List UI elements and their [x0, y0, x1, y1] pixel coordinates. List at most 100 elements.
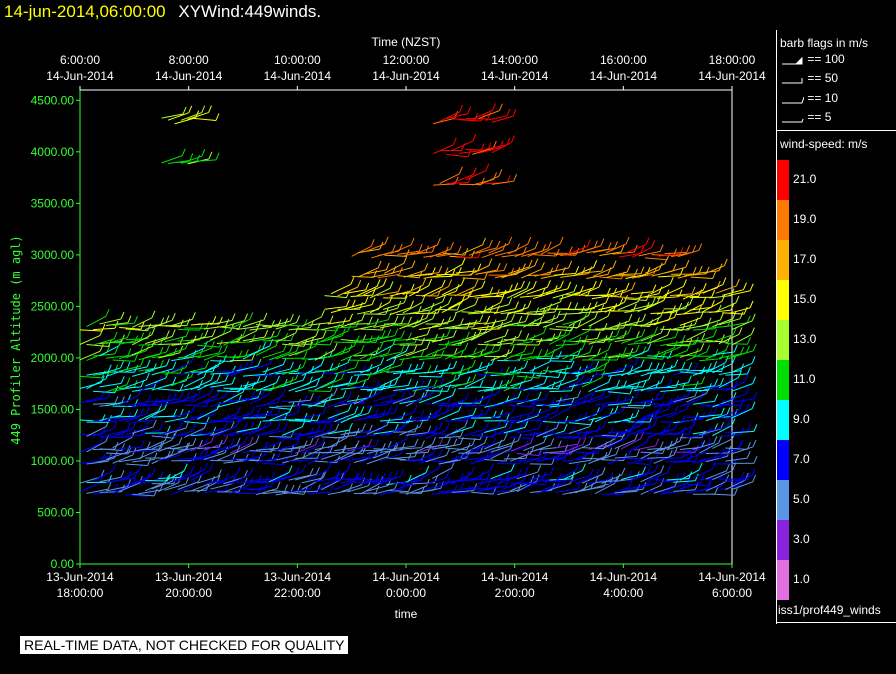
- wind-barb: [80, 335, 100, 344]
- wind-barb-flag: [369, 364, 372, 371]
- wind-barb-flag: [135, 409, 138, 416]
- wind-barb-flag: [256, 436, 259, 443]
- wind-barb: [458, 438, 480, 440]
- wind-barb-flag: [511, 136, 514, 143]
- wind-barb-flag: [447, 329, 450, 336]
- wind-barb: [439, 437, 461, 438]
- wind-barb-flag: [265, 411, 268, 418]
- wind-barb: [491, 343, 513, 345]
- wind-barb-flag: [480, 380, 483, 387]
- wind-barb: [725, 343, 747, 344]
- wind-barb-flag: [630, 413, 633, 420]
- wind-barb-flag: [615, 241, 618, 248]
- wind-barb: [442, 285, 462, 295]
- wind-barb-flag: [453, 330, 456, 337]
- wind-barb-flag: [115, 365, 118, 372]
- wind-barb: [549, 453, 571, 454]
- top-tick-label-date: 14-Jun-2014: [481, 69, 549, 83]
- wind-barb-flag: [642, 467, 645, 474]
- wind-barb-flag: [152, 311, 155, 318]
- wind-barb-flag: [654, 419, 657, 426]
- wind-barb: [315, 478, 337, 482]
- wind-barb: [399, 481, 421, 484]
- wind-barb-flag: [408, 364, 411, 371]
- wind-barb-flag: [511, 345, 514, 352]
- wind-barb-flag: [365, 296, 368, 303]
- wind-barb-flag: [568, 302, 571, 309]
- wind-barb-flag: [127, 423, 130, 430]
- wind-barb: [393, 457, 415, 459]
- wind-barb-flag: [499, 104, 502, 111]
- wind-barb-flag: [385, 237, 388, 244]
- wind-barb-flag: [669, 379, 672, 386]
- wind-barb-flag: [146, 421, 149, 428]
- wind-barb-flag: [603, 421, 606, 428]
- wind-barb: [341, 352, 361, 361]
- wind-barb-flag: [483, 238, 486, 245]
- wind-barb-flag: [486, 422, 489, 429]
- wind-barb-flag: [643, 314, 646, 321]
- wind-barb-flag: [141, 359, 144, 366]
- wind-barb: [699, 359, 721, 361]
- wind-barb-flag: [596, 361, 599, 368]
- wind-barb-flag: [284, 423, 287, 430]
- wind-barb-flag: [606, 296, 609, 303]
- wind-barb: [165, 418, 187, 422]
- wind-barb: [367, 404, 389, 406]
- wind-barb-flag: [660, 442, 663, 449]
- wind-barb-flag: [401, 316, 404, 323]
- wind-barb-flag: [290, 345, 293, 352]
- wind-barb-flag: [265, 330, 268, 337]
- wind-barb-flag: [148, 324, 151, 331]
- wind-barb: [165, 450, 185, 458]
- wind-barb-flag: [660, 244, 663, 251]
- wind-barb-flag: [366, 283, 369, 290]
- wind-barb-flag: [590, 361, 593, 368]
- speed-label: 17.0: [793, 252, 816, 266]
- wind-barb-flag: [589, 438, 592, 445]
- wind-barb-flag: [216, 153, 219, 160]
- wind-barb-flag: [278, 329, 281, 336]
- wind-barb-flag: [211, 435, 214, 442]
- wind-barb: [686, 331, 706, 341]
- wind-barb: [732, 351, 753, 357]
- wind-barb-flag: [192, 312, 195, 319]
- wind-barb-flag: [231, 438, 234, 445]
- wind-barb-flag: [576, 463, 579, 470]
- wind-barb-flag: [106, 309, 109, 316]
- wind-barb-flag: [257, 408, 260, 415]
- wind-barb: [328, 363, 348, 371]
- wind-barb-flag: [723, 278, 726, 285]
- x-tick-label-date: 14-Jun-2014: [698, 570, 766, 584]
- wind-barb-flag: [427, 328, 430, 335]
- wind-barb-flag: [113, 464, 116, 471]
- wind-barb: [602, 411, 623, 417]
- wind-barb: [210, 400, 231, 406]
- wind-barb-flag: [128, 316, 131, 323]
- wind-barb-flag: [141, 440, 144, 447]
- wind-barb-flag: [311, 393, 314, 400]
- wind-barb: [139, 382, 159, 391]
- barb-row: [162, 149, 220, 164]
- wind-barb: [331, 284, 351, 293]
- wind-barb-flag: [623, 381, 626, 388]
- wind-barb: [351, 295, 373, 296]
- wind-barb-flag: [358, 280, 361, 287]
- wind-barb: [197, 409, 217, 419]
- wind-barb: [709, 310, 731, 312]
- wind-barb-flag: [525, 315, 528, 322]
- wind-barb-flag: [250, 478, 253, 485]
- wind-barb-flag: [200, 450, 203, 457]
- wind-barb-flag: [741, 428, 744, 435]
- wind-barb-flag: [493, 381, 496, 388]
- wind-barb-flag: [348, 392, 351, 399]
- barb-row: [433, 103, 516, 123]
- wind-barb: [406, 349, 427, 356]
- wind-barb-flag: [465, 343, 468, 350]
- wind-barb-flag: [726, 475, 729, 482]
- wind-barb-flag: [392, 245, 395, 252]
- wind-barb-flag: [441, 319, 444, 326]
- wind-barb-flag: [668, 465, 671, 472]
- wind-barb: [452, 327, 474, 328]
- wind-barb-flag: [128, 349, 131, 356]
